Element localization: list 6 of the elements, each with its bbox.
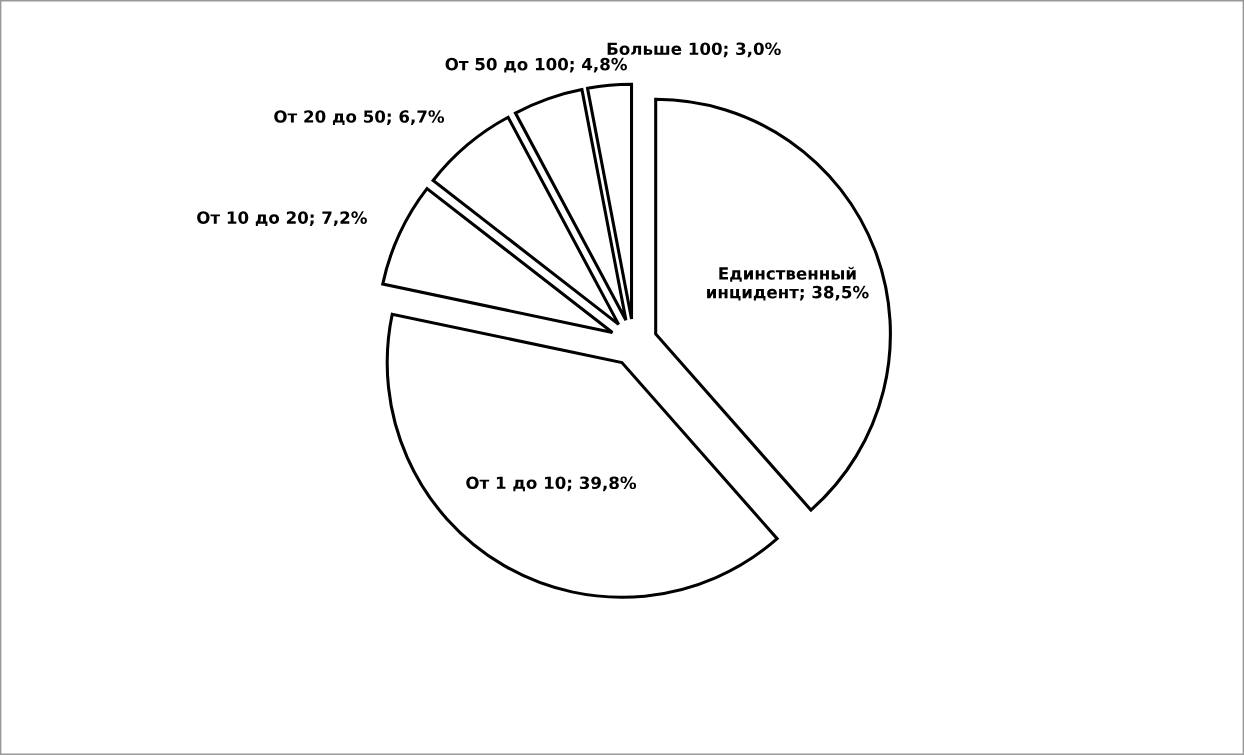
slice-label: Единственный инцидент; 38,5% (707, 266, 869, 301)
slice-label: От 10 до 20; 7,2% (197, 211, 367, 227)
slice-label: От 50 до 100; 4,8% (445, 57, 627, 73)
slice-label: Больше 100; 3,0% (607, 42, 781, 58)
slice-label: От 1 до 10; 39,8% (466, 476, 637, 492)
slice-label: От 20 до 50; 6,7% (274, 110, 445, 125)
